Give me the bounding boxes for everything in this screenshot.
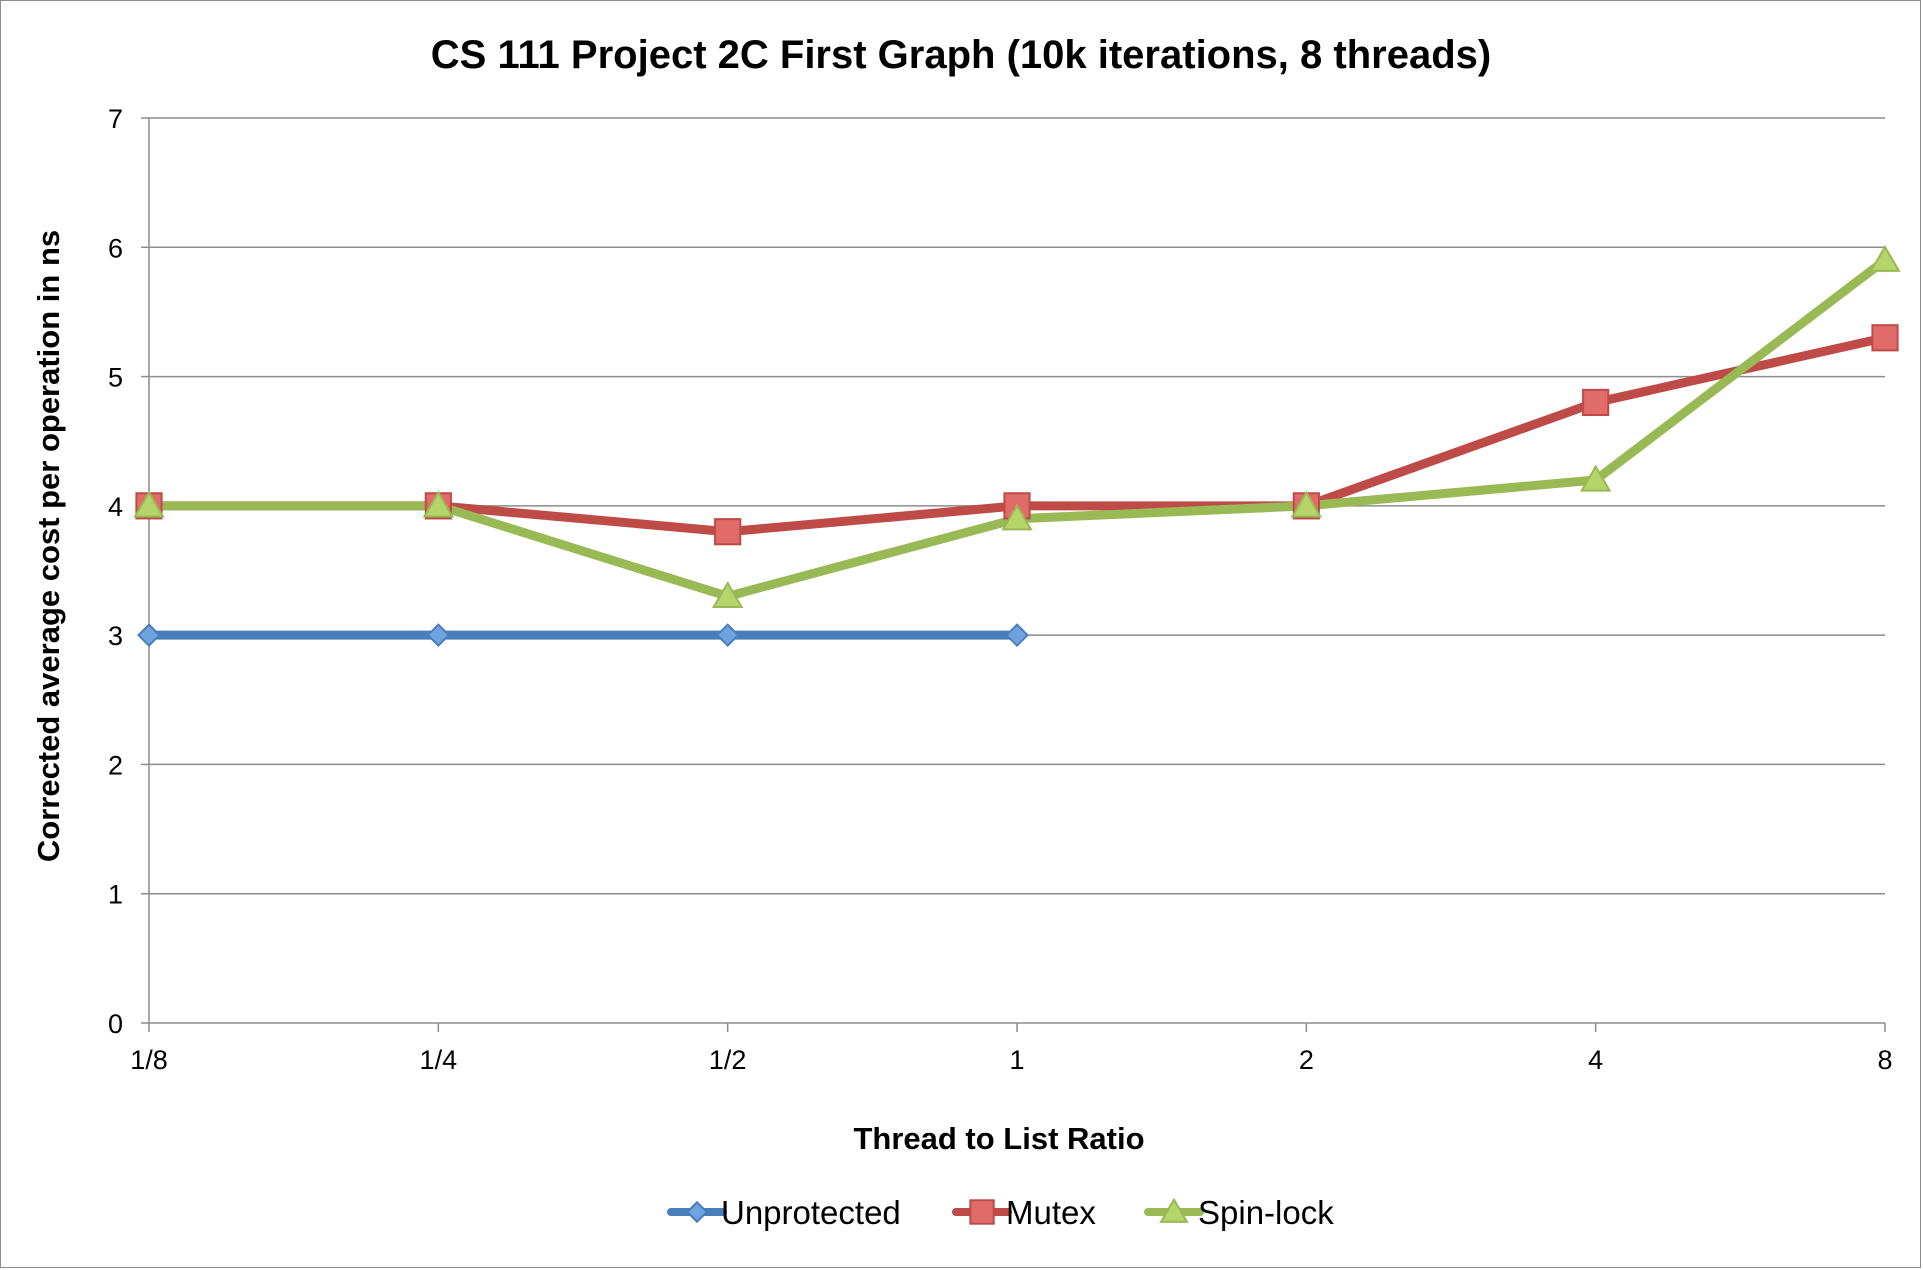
x-tick-label: 1/8 — [130, 1045, 168, 1075]
data-point-unprotected — [426, 623, 451, 648]
data-point-unprotected — [137, 623, 161, 648]
x-tick-labels: 1/8 1/4 1/2 1 2 4 8 — [130, 1045, 1892, 1075]
data-point-unprotected — [715, 623, 740, 648]
x-axis-title: Thread to List Ratio — [853, 1121, 1144, 1156]
y-tick-label: 6 — [108, 233, 123, 263]
y-axis-title: Corrected average cost per operation in … — [31, 230, 66, 862]
y-tick-label: 1 — [108, 880, 123, 910]
gridlines — [141, 117, 1886, 1032]
data-point-mutex — [1871, 324, 1899, 352]
legend: Unprotected Mutex Spin-lock — [667, 1194, 1334, 1231]
y-tick-label: 5 — [108, 363, 123, 393]
y-tick-label: 4 — [108, 492, 123, 522]
legend-swatch-marker — [685, 1200, 709, 1224]
legend-label: Unprotected — [721, 1194, 901, 1231]
legend-label: Mutex — [1006, 1194, 1096, 1231]
x-tick-label: 2 — [1299, 1045, 1314, 1075]
data-point-spin-lock — [422, 490, 455, 518]
legend-swatch-marker — [1159, 1197, 1189, 1223]
data-point-spin-lock — [1869, 244, 1901, 272]
axes — [148, 118, 1885, 1024]
legend-item-mutex: Mutex — [952, 1194, 1096, 1231]
y-tick-label: 7 — [108, 104, 123, 134]
series-markers — [133, 244, 1901, 648]
y-tick-label: 3 — [108, 621, 123, 651]
y-tick-label: 2 — [108, 750, 123, 780]
x-tick-label: 1/2 — [709, 1045, 747, 1075]
data-point-spin-lock — [1290, 490, 1323, 518]
data-point-spin-lock — [711, 581, 744, 608]
legend-item-unprotected: Unprotected — [667, 1194, 901, 1231]
x-tick-label: 8 — [1877, 1045, 1892, 1075]
data-point-spin-lock — [133, 490, 165, 518]
legend-swatch-marker — [969, 1199, 995, 1225]
series-lines — [144, 255, 1890, 640]
x-tick-label: 1/4 — [420, 1045, 458, 1075]
data-point-mutex — [1582, 388, 1610, 417]
data-point-spin-lock — [1579, 464, 1612, 492]
data-point-unprotected — [1005, 623, 1029, 648]
legend-item-spin-lock: Spin-lock — [1144, 1194, 1334, 1231]
data-point-spin-lock — [1001, 503, 1033, 531]
data-point-mutex — [714, 518, 742, 546]
legend-label: Spin-lock — [1198, 1194, 1334, 1231]
x-tick-label: 1 — [1009, 1045, 1024, 1075]
y-tick-labels: 0 1 2 3 4 5 6 7 — [108, 104, 123, 1039]
series-line-spin-lock — [144, 255, 1890, 601]
chart-title: CS 111 Project 2C First Graph (10k itera… — [431, 33, 1491, 77]
x-tick-label: 4 — [1588, 1045, 1603, 1075]
y-tick-label: 0 — [108, 1009, 123, 1039]
